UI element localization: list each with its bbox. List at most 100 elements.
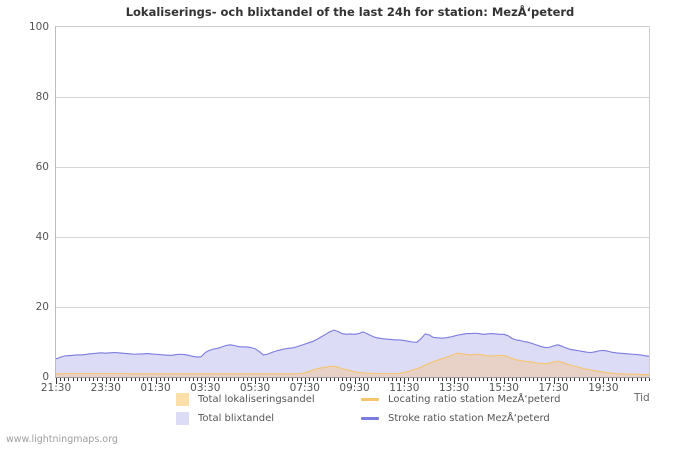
- legend-label: Locating ratio station MezÅ‘peterd: [388, 394, 561, 405]
- x-tick-mark: [454, 377, 455, 384]
- x-tick-mark-minor: [483, 377, 484, 381]
- x-tick-mark-minor: [97, 377, 98, 381]
- x-tick-mark-minor: [450, 377, 451, 381]
- x-tick-mark: [603, 377, 604, 384]
- x-tick-mark-minor: [562, 377, 563, 381]
- x-tick-mark-minor: [118, 377, 119, 381]
- x-tick-label: 17:30: [538, 382, 569, 394]
- x-tick-mark: [355, 377, 356, 384]
- x-tick-mark-minor: [284, 377, 285, 381]
- plot-inner: [56, 27, 649, 377]
- x-tick-mark-minor: [363, 377, 364, 381]
- x-tick-mark-minor: [396, 377, 397, 381]
- x-tick-mark-minor: [471, 377, 472, 381]
- x-tick-mark-minor: [135, 377, 136, 381]
- gridline: [56, 307, 649, 308]
- y-tick-label: 100: [28, 21, 49, 33]
- x-tick-mark-minor: [500, 377, 501, 381]
- series-plot: [56, 329, 649, 377]
- x-tick-mark-minor: [446, 377, 447, 381]
- x-tick-mark-minor: [209, 377, 210, 381]
- x-tick-mark-minor: [496, 377, 497, 381]
- x-tick-mark-minor: [193, 377, 194, 381]
- x-tick-mark-minor: [77, 377, 78, 381]
- x-tick-mark-minor: [620, 377, 621, 381]
- x-tick-mark-minor: [160, 377, 161, 381]
- x-tick-mark-minor: [301, 377, 302, 381]
- x-tick-mark-minor: [371, 377, 372, 381]
- x-tick-mark-minor: [321, 377, 322, 381]
- x-tick-mark-minor: [467, 377, 468, 381]
- line-swatch-icon: [361, 417, 379, 420]
- x-tick-mark-minor: [574, 377, 575, 381]
- legend-item-stroke-ratio: Stroke ratio station MezÅ‘peterd: [361, 413, 606, 424]
- x-tick-mark-minor: [64, 377, 65, 381]
- x-tick-mark-minor: [346, 377, 347, 381]
- legend-label: Stroke ratio station MezÅ‘peterd: [388, 413, 550, 424]
- x-tick-mark-minor: [583, 377, 584, 381]
- x-tick-mark-minor: [102, 377, 103, 381]
- x-tick-mark-minor: [570, 377, 571, 381]
- area-swatch-icon: [176, 412, 189, 425]
- y-tick-label: 20: [35, 301, 49, 313]
- x-tick-mark-minor: [549, 377, 550, 381]
- x-tick-mark-minor: [126, 377, 127, 381]
- legend-item-total-blixtandel: Total blixtandel: [176, 412, 361, 425]
- x-tick-mark-minor: [185, 377, 186, 381]
- x-tick-mark-minor: [73, 377, 74, 381]
- x-tick-mark-minor: [259, 377, 260, 381]
- chart-title: Lokaliserings- och blixtandel of the las…: [125, 5, 575, 19]
- x-tick-mark-minor: [147, 377, 148, 381]
- legend-label: Total lokaliseringsandel: [198, 394, 315, 405]
- x-tick-mark-minor: [164, 377, 165, 381]
- x-tick-mark-minor: [612, 377, 613, 381]
- x-tick-mark-minor: [624, 377, 625, 381]
- x-tick-mark-minor: [591, 377, 592, 381]
- x-tick-mark-minor: [616, 377, 617, 381]
- x-tick-mark-minor: [438, 377, 439, 381]
- y-tick-label: 60: [35, 161, 49, 173]
- plot-area: [55, 26, 650, 378]
- x-tick-mark-minor: [632, 377, 633, 381]
- chart-legend: Total lokaliseringsandel Locating ratio …: [176, 390, 606, 428]
- x-tick-mark-minor: [238, 377, 239, 381]
- x-tick-mark-minor: [475, 377, 476, 381]
- legend-label: Total blixtandel: [198, 413, 275, 424]
- legend-item-total-lokaliseringsandel: Total lokaliseringsandel: [176, 393, 361, 406]
- x-tick-mark-minor: [491, 377, 492, 381]
- legend-item-locating-ratio: Locating ratio station MezÅ‘peterd: [361, 394, 606, 405]
- x-tick-mark-minor: [68, 377, 69, 381]
- x-tick-label: 03:30: [190, 382, 221, 394]
- x-tick-mark-minor: [151, 377, 152, 381]
- x-tick-mark-minor: [384, 377, 385, 381]
- x-tick-mark: [255, 377, 256, 384]
- x-tick-mark-minor: [400, 377, 401, 381]
- x-tick-mark-minor: [60, 377, 61, 381]
- x-tick-mark-minor: [176, 377, 177, 381]
- legend-row: Total lokaliseringsandel Locating ratio …: [176, 390, 606, 409]
- x-tick-mark-minor: [230, 377, 231, 381]
- x-tick-label: 07:30: [289, 382, 320, 394]
- x-tick-mark-minor: [143, 377, 144, 381]
- x-tick-mark: [404, 377, 405, 384]
- x-tick-mark-minor: [595, 377, 596, 381]
- x-tick-mark-minor: [388, 377, 389, 381]
- x-tick-mark-minor: [334, 377, 335, 381]
- x-tick-mark: [156, 377, 157, 384]
- x-tick-mark-minor: [81, 377, 82, 381]
- x-tick-mark-minor: [599, 377, 600, 381]
- x-tick-mark-minor: [529, 377, 530, 381]
- x-tick-mark-minor: [367, 377, 368, 381]
- x-tick-mark-minor: [280, 377, 281, 381]
- x-tick-mark-minor: [425, 377, 426, 381]
- x-tick-mark-minor: [251, 377, 252, 381]
- y-tick-label: 40: [35, 231, 49, 243]
- x-tick-mark-minor: [313, 377, 314, 381]
- area-swatch-icon: [176, 393, 189, 406]
- area-total-lokaliseringsandel: [56, 353, 649, 377]
- x-tick-mark-minor: [288, 377, 289, 381]
- x-tick-mark-minor: [408, 377, 409, 381]
- x-tick-mark: [305, 377, 306, 384]
- line-locating-ratio: [56, 352, 649, 376]
- x-tick-mark-minor: [579, 377, 580, 381]
